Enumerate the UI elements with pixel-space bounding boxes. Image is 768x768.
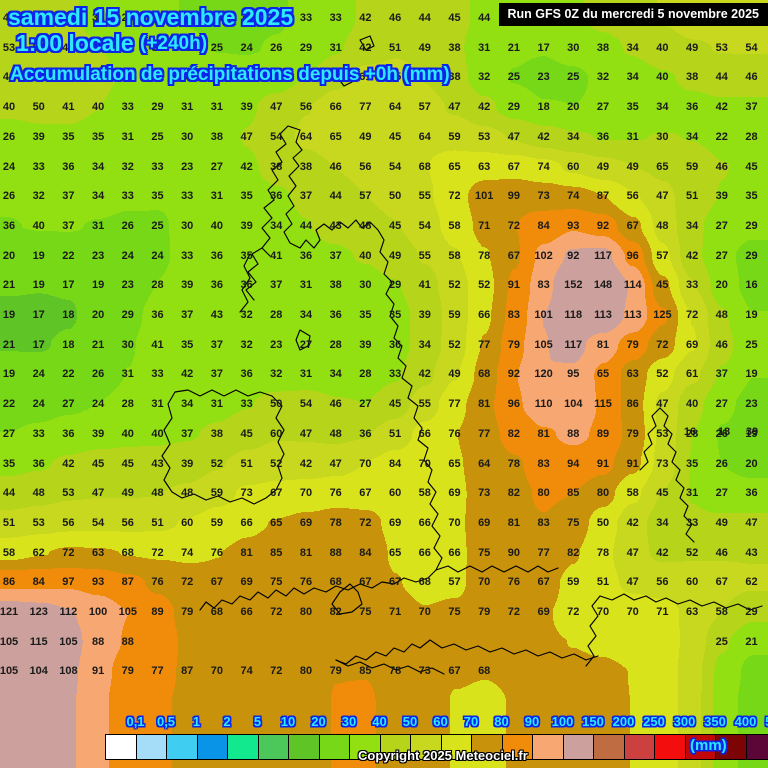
scale-tick-10: 10 [280, 714, 296, 729]
copyright-notice: Copyright 2025 Meteociel.fr [358, 748, 528, 763]
color-swatch-10 [410, 734, 442, 760]
scale-tick-250: 250 [643, 714, 665, 729]
scale-tick-80: 80 [494, 714, 509, 729]
scale-tick-40: 40 [372, 714, 387, 729]
scale-tick-350: 350 [704, 714, 726, 729]
color-scale-bar [105, 734, 768, 760]
scale-tick-5: 5 [253, 714, 262, 729]
scale-tick-150: 150 [582, 714, 604, 729]
color-swatch-7 [318, 734, 350, 760]
scale-tick-70: 70 [463, 714, 479, 729]
color-swatch-15 [562, 734, 594, 760]
color-swatch-21 [745, 734, 768, 760]
scale-tick-50: 50 [402, 714, 418, 729]
scale-tick-2: 2 [223, 714, 231, 729]
color-swatch-6 [288, 734, 320, 760]
color-swatch-17 [623, 734, 655, 760]
scale-tick-200: 200 [612, 714, 635, 729]
color-swatch-0 [105, 734, 137, 760]
scale-tick-1: 1 [192, 714, 201, 729]
color-swatch-14 [532, 734, 564, 760]
scale-tick-400: 400 [734, 714, 757, 729]
color-swatch-13 [501, 734, 533, 760]
model-run-banner: Run GFS 0Z du mercredi 5 novembre 2025 [498, 3, 768, 26]
scale-tick-60: 60 [433, 714, 448, 729]
scale-tick-90: 90 [524, 714, 540, 729]
color-swatch-19 [684, 734, 716, 760]
color-swatch-1 [135, 734, 167, 760]
scale-tick-0-5: 0,5 [156, 714, 176, 729]
scale-tick-500: 500 [765, 714, 768, 729]
color-swatch-11 [440, 734, 472, 760]
color-swatch-9 [379, 734, 411, 760]
scale-tick-20: 20 [311, 714, 326, 729]
color-swatch-12 [471, 734, 503, 760]
color-swatch-2 [166, 734, 198, 760]
valid-time-label: 1:00 locale [16, 30, 134, 56]
scale-tick-100: 100 [551, 714, 574, 729]
parameter-label: Accumulation de précipitations depuis +0… [10, 64, 450, 85]
scale-tick-30: 30 [341, 714, 357, 729]
color-swatch-4 [227, 734, 259, 760]
page-title: samedi 15 novembre 2025 [8, 4, 294, 30]
unit-label: (mm) [690, 737, 727, 754]
color-swatch-3 [196, 734, 228, 760]
color-swatch-16 [593, 734, 625, 760]
color-swatch-5 [257, 734, 289, 760]
scale-tick-300: 300 [673, 714, 696, 729]
color-swatch-18 [654, 734, 686, 760]
lead-time-label: (+240h) [140, 33, 208, 54]
scale-tick-0-1: 0,1 [126, 714, 145, 729]
